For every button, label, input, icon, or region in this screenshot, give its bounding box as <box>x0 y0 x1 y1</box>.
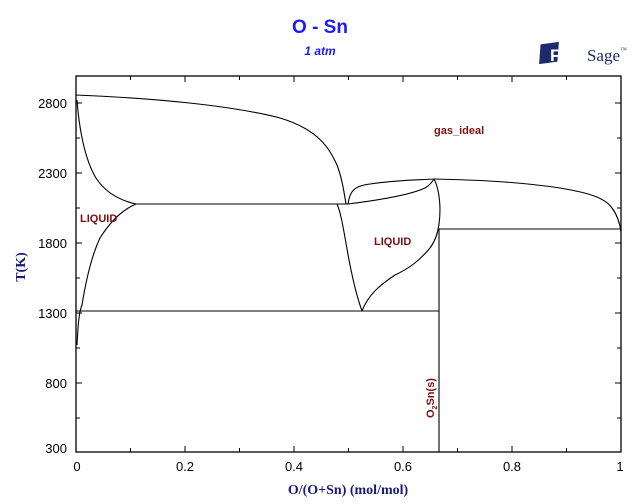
logo-bold: Fact <box>550 46 585 65</box>
label-o2sn-solid: O2Sn(s) <box>425 378 439 418</box>
x-tick-1: 1 <box>616 459 623 474</box>
y-ticks <box>76 102 621 419</box>
y-tick-300: 300 <box>45 441 67 456</box>
y-tick-2300: 2300 <box>38 166 67 181</box>
x-tick-0.2: 0.2 <box>176 459 194 474</box>
x-tick-0.8: 0.8 <box>503 459 521 474</box>
gas-liquid-lower-o <box>347 178 435 205</box>
y-axis-title: T(K) <box>14 252 29 282</box>
x-axis-title: O/(O+Sn) (mol/mol) <box>288 483 409 498</box>
factsage-logo: Fact Sage™ <box>538 40 638 74</box>
y-tick-800: 800 <box>45 376 67 391</box>
liquidus-sn <box>76 203 137 346</box>
phase-boundaries <box>75 94 622 452</box>
logo-text: Fact Sage™ <box>550 46 627 66</box>
miscibility-gap <box>336 203 363 312</box>
label-o2sn-rest: Sn(s) <box>425 378 437 406</box>
x-tick-labels: 0 0.2 0.4 0.6 0.8 1 <box>73 459 623 474</box>
label-o2sn-o: O <box>425 409 437 418</box>
plot-frame <box>75 75 622 453</box>
y-tick-labels: 300 800 1300 1800 2300 2800 <box>38 96 67 456</box>
logo-tm: ™ <box>620 46 627 54</box>
chart-title: O - Sn <box>292 17 348 38</box>
label-gas-ideal: gas_ideal <box>434 125 484 137</box>
x-tick-0.6: 0.6 <box>394 459 412 474</box>
y-tick-1300: 1300 <box>38 306 67 321</box>
label-liquid-right: LIQUID <box>374 236 411 248</box>
gas-dew-line-sn <box>75 94 347 205</box>
gas-bubble-line-sn <box>76 99 137 205</box>
gas-dew-line-o <box>433 178 622 233</box>
logo-regular: Sage <box>586 46 621 65</box>
x-ticks <box>130 76 567 452</box>
label-o2sn-sub: 2 <box>432 405 439 409</box>
y-tick-1800: 1800 <box>38 236 67 251</box>
label-liquid-left: LIQUID <box>80 213 117 225</box>
x-tick-0.4: 0.4 <box>285 459 303 474</box>
o2sn-liquidus <box>361 178 441 312</box>
chart-subtitle: 1 atm <box>304 44 336 58</box>
gas-liquid-upper-o <box>347 178 435 205</box>
x-tick-0: 0 <box>73 459 80 474</box>
y-tick-2800: 2800 <box>38 96 67 111</box>
